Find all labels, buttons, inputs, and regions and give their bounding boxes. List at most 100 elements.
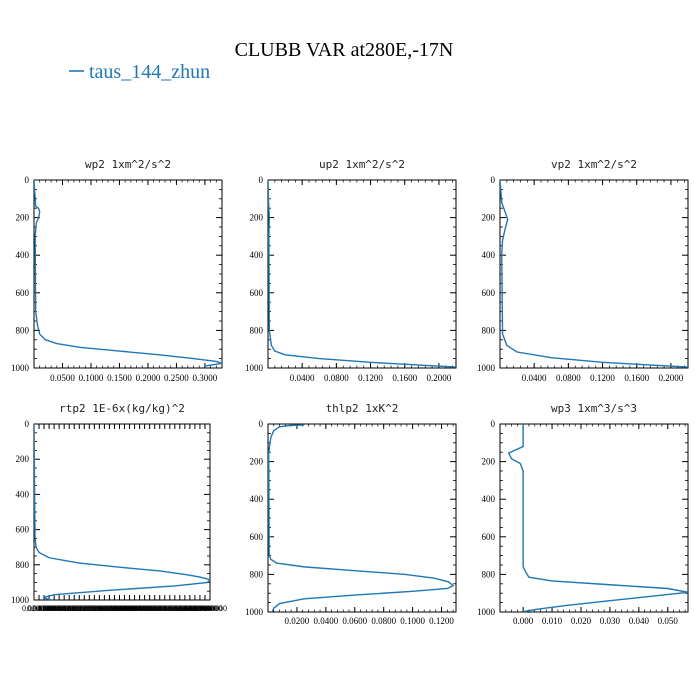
- x-tick-label: 0.2000: [659, 373, 684, 383]
- y-tick-label: 400: [250, 250, 264, 260]
- x-tick-label: 0.6200000: [173, 604, 207, 613]
- plot-frame: [267, 423, 457, 613]
- y-tick-label: 600: [16, 288, 30, 298]
- y-tick-label: 1000: [477, 363, 496, 373]
- y-tick-label: 600: [482, 288, 496, 298]
- x-tick-label: 0.4000000: [118, 604, 152, 613]
- panel-5: thlp2 1xK^2 0 200 400 600 800 1000 0.0200 0.0400…: [245, 402, 457, 626]
- y-tick-label: 200: [250, 457, 264, 467]
- panel-2: up2 1xm^2/s^2 0 200 400 600 800 1000 0.0400 0.08…: [245, 158, 457, 383]
- y-tick-label: 400: [482, 250, 496, 260]
- panel-4: rtp2 1E-6x(kg/kg)^2 0 200 400 600 800 10000.02…: [11, 402, 227, 613]
- y-tick-label: 800: [482, 325, 496, 335]
- x-tick-label: 0.040: [629, 616, 650, 626]
- x-tick-label: 0.3400000: [102, 604, 136, 613]
- y-tick-label: 800: [250, 325, 264, 335]
- x-tick-label: 0.5400000: [153, 604, 187, 613]
- panel-title: up2 1xm^2/s^2: [319, 158, 405, 171]
- y-tick-label: 200: [16, 454, 30, 464]
- panel-3: vp2 1xm^2/s^2 0 200 400 600 800 1000 0.0400 0.08…: [477, 158, 689, 383]
- panel-title: wp3 1xm^3/s^3: [551, 402, 637, 415]
- x-tick-label: 0.6000000: [168, 604, 202, 613]
- x-tick-label: 0.0800: [371, 616, 396, 626]
- y-tick-label: 600: [250, 532, 264, 542]
- y-tick-label: 1000: [11, 595, 30, 605]
- figure-title: CLUBB VAR at280E,-17N: [235, 39, 454, 61]
- x-tick-label: 0.2400000: [77, 604, 111, 613]
- x-tick-label: 0.4600000: [133, 604, 167, 613]
- x-tick-label: 0.5600000: [158, 604, 192, 613]
- x-tick-label: 0.1000: [400, 616, 425, 626]
- panel-title: thlp2 1xK^2: [326, 402, 399, 415]
- x-tick-label: 0.0400: [522, 373, 547, 383]
- y-tick-label: 0: [491, 419, 496, 429]
- x-tick-label: 0.1600000: [57, 604, 91, 613]
- x-tick-label: 0.1800000: [62, 604, 96, 613]
- x-tick-label: 0.4800000: [138, 604, 172, 613]
- x-tick-label: 0.4400000: [128, 604, 162, 613]
- y-tick-label: 0: [259, 175, 264, 185]
- x-tick-label: 0.0200000: [22, 604, 56, 613]
- x-tick-label: 0.000: [513, 616, 534, 626]
- legend-label: taus_144_zhun: [89, 61, 210, 83]
- series-line: [34, 424, 210, 600]
- x-tick-label: 0.0800: [556, 373, 581, 383]
- x-tick-label: 0.0600000: [32, 604, 66, 613]
- x-tick-label: 0.0800000: [37, 604, 71, 613]
- x-tick-label: 0.2200000: [72, 604, 106, 613]
- x-tick-label: 0.1600: [392, 373, 417, 383]
- x-tick-label: 0.1400000: [52, 604, 86, 613]
- x-tick-label: 0.020: [571, 616, 592, 626]
- y-tick-label: 800: [250, 569, 264, 579]
- y-tick-label: 200: [250, 213, 264, 223]
- x-tick-label: 0.4200000: [123, 604, 157, 613]
- x-tick-label: 0.3000000: [92, 604, 126, 613]
- x-tick-label: 0.5800000: [163, 604, 197, 613]
- series-line: [268, 424, 455, 612]
- y-tick-label: 600: [482, 532, 496, 542]
- x-tick-label: 0.1600: [624, 373, 649, 383]
- x-tick-label: 0.0600: [342, 616, 367, 626]
- y-tick-label: 800: [16, 325, 30, 335]
- x-tick-label: 0.030: [600, 616, 621, 626]
- x-tick-label: 0.1000: [79, 373, 104, 383]
- x-tick-label: 0.1200000: [47, 604, 81, 613]
- y-tick-label: 0: [259, 419, 264, 429]
- panel-1: wp2 1xm^2/s^2 0 200 400 600 800 1000 0.0500 0.10…: [11, 158, 223, 383]
- y-tick-label: 0: [25, 175, 30, 185]
- x-tick-label: 0.1000000: [42, 604, 76, 613]
- x-tick-label: 0.6600000: [183, 604, 217, 613]
- series-line: [507, 424, 688, 612]
- y-tick-label: 200: [482, 213, 496, 223]
- y-tick-label: 400: [16, 250, 30, 260]
- y-tick-label: 600: [250, 288, 264, 298]
- x-tick-label: 0.5200000: [148, 604, 182, 613]
- y-tick-label: 0: [25, 419, 30, 429]
- x-tick-label: 0.6800000: [188, 604, 222, 613]
- y-tick-label: 1000: [245, 363, 264, 373]
- x-tick-label: 0.2500: [164, 373, 189, 383]
- x-tick-label: 0.7000000: [193, 604, 227, 613]
- y-tick-label: 1000: [477, 607, 496, 617]
- x-tick-label: 0.5000000: [143, 604, 177, 613]
- x-tick-label: 0.2000: [136, 373, 161, 383]
- x-tick-label: 0.3600000: [108, 604, 142, 613]
- x-tick-label: 0.6400000: [178, 604, 212, 613]
- x-tick-label: 0.0400: [290, 373, 315, 383]
- x-tick-label: 0.0400000: [27, 604, 61, 613]
- y-tick-label: 1000: [11, 363, 30, 373]
- x-tick-label: 0.2800000: [87, 604, 121, 613]
- x-tick-label: 0.3200000: [97, 604, 131, 613]
- y-tick-label: 0: [491, 175, 496, 185]
- x-tick-label: 0.1200: [429, 616, 454, 626]
- x-tick-label: 0.1200: [358, 373, 383, 383]
- plot-frame: [499, 179, 689, 369]
- x-tick-label: 0.050: [658, 616, 679, 626]
- x-tick-label: 0.1500: [107, 373, 132, 383]
- x-tick-label: 0.0500: [50, 373, 75, 383]
- y-tick-label: 400: [250, 494, 264, 504]
- y-tick-label: 800: [16, 560, 30, 570]
- y-tick-label: 200: [16, 213, 30, 223]
- x-tick-label: 0.3800000: [113, 604, 147, 613]
